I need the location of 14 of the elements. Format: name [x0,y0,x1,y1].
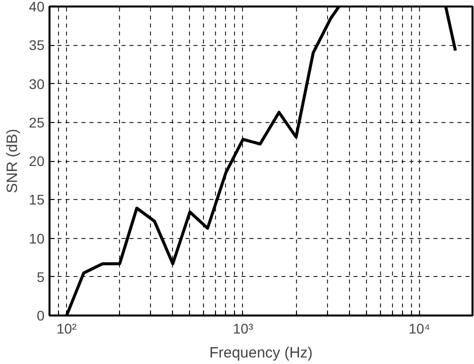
y-axis-title: SNR (dB) [4,128,21,194]
x-tick-label: 10² [56,320,78,336]
x-tick-label: 10³ [232,320,254,336]
y-tick-label: 35 [28,37,45,54]
y-tick-label: 25 [28,114,45,130]
y-tick-label: 10 [28,230,45,246]
y-tick-label: 15 [28,192,45,208]
y-tick-label: 40 [28,0,45,14]
y-tick-label: 0 [36,308,45,324]
x-axis-title: Frequency (Hz) [209,344,313,362]
y-tick-label: 30 [28,76,45,92]
x-tick-label: 10⁴ [408,320,430,336]
y-tick-label: 5 [36,268,45,285]
y-tick-label: 20 [28,153,45,169]
